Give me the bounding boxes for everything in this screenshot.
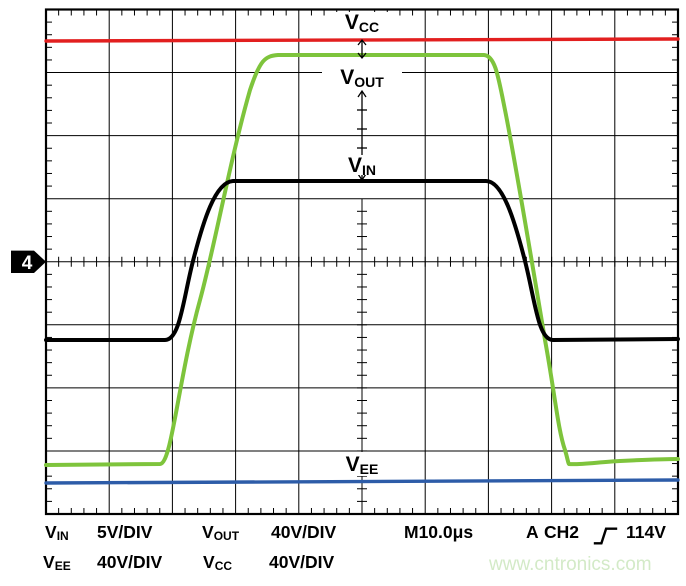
svg-text:5V/DIV: 5V/DIV xyxy=(97,522,153,542)
svg-text:40V/DIV: 40V/DIV xyxy=(97,552,162,572)
svg-text:VEE: VEE xyxy=(43,552,71,573)
svg-text:CH2: CH2 xyxy=(544,522,579,542)
svg-text:VIN: VIN xyxy=(45,522,69,543)
svg-text:M10.0μs: M10.0μs xyxy=(404,522,473,542)
svg-text:114V: 114V xyxy=(626,522,666,542)
svg-text:A: A xyxy=(526,522,539,542)
svg-text:4: 4 xyxy=(22,253,33,274)
svg-text:VOUT: VOUT xyxy=(202,522,240,543)
svg-text:www.cntronics.com: www.cntronics.com xyxy=(488,554,652,575)
svg-text:40V/DIV: 40V/DIV xyxy=(271,522,336,542)
svg-text:40V/DIV: 40V/DIV xyxy=(269,552,334,572)
svg-text:VCC: VCC xyxy=(203,552,232,573)
